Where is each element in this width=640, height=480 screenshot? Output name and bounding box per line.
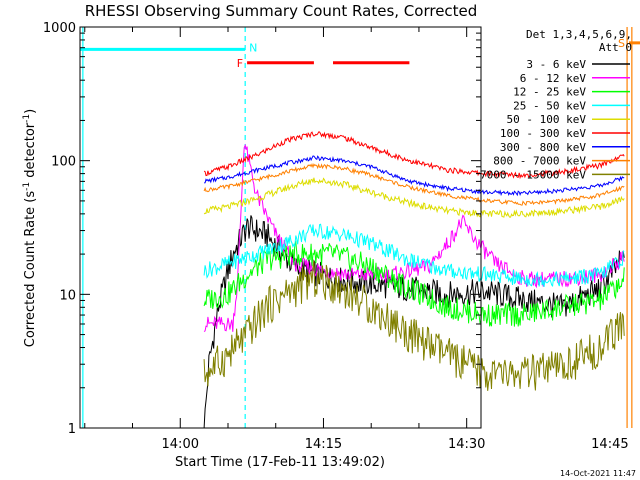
series-lines: [203, 131, 625, 429]
series-line: [203, 223, 625, 287]
x-tick-label: 14:30: [448, 437, 485, 452]
legend-entry-label: 800 - 7000 keV: [493, 155, 586, 168]
legend-entry-label: 12 - 25 keV: [513, 86, 586, 99]
y-tick-label: 1000: [43, 21, 76, 36]
flag-label: S: [618, 37, 625, 50]
plot-frame: [79, 26, 482, 429]
series-line: [203, 177, 625, 218]
event-markers: [82, 27, 633, 428]
legend-entry-label: 50 - 100 keV: [507, 113, 587, 126]
legend-entry-label: 7000 - 15000 keV: [480, 168, 586, 181]
y-axis-label: Corrected Count Rate (s-1 detector-1): [22, 109, 38, 347]
flag-bars: NF S: [80, 37, 640, 70]
flag-label: N: [249, 41, 257, 54]
chart-title: RHESSI Observing Summary Count Rates, Co…: [85, 2, 478, 20]
x-tick-label: 14:45: [591, 437, 628, 452]
legend-header-attenuator: Att 0: [599, 41, 632, 54]
legend-entry-label: 100 - 300 keV: [500, 127, 586, 140]
series-line: [203, 260, 625, 391]
y-tick-label: 1: [68, 422, 76, 437]
series-line: [204, 155, 625, 197]
legend-entry-label: 300 - 800 keV: [500, 141, 586, 154]
legend-entry-label: 25 - 50 keV: [513, 99, 586, 112]
footer-timestamp: 14-Oct-2021 11:47: [560, 469, 636, 478]
flag-label: F: [237, 57, 243, 70]
series-line: [203, 162, 625, 207]
y-tick-label: 10: [59, 288, 76, 303]
series-line: [203, 240, 625, 327]
x-tick-label: 14:00: [162, 437, 199, 452]
x-axis-label: Start Time (17-Feb-11 13:49:02): [175, 455, 385, 470]
y-axis: 1 10 100 1000: [43, 21, 481, 437]
legend-entry-label: 3 - 6 keV: [526, 58, 586, 71]
x-tick-label: 14:15: [305, 437, 342, 452]
legend-entry-label: 6 - 12 keV: [520, 72, 587, 85]
legend-header-detectors: Det 1,3,4,5,6,9,: [526, 28, 632, 41]
y-tick-label: 100: [51, 155, 76, 170]
series-line: [203, 131, 625, 180]
